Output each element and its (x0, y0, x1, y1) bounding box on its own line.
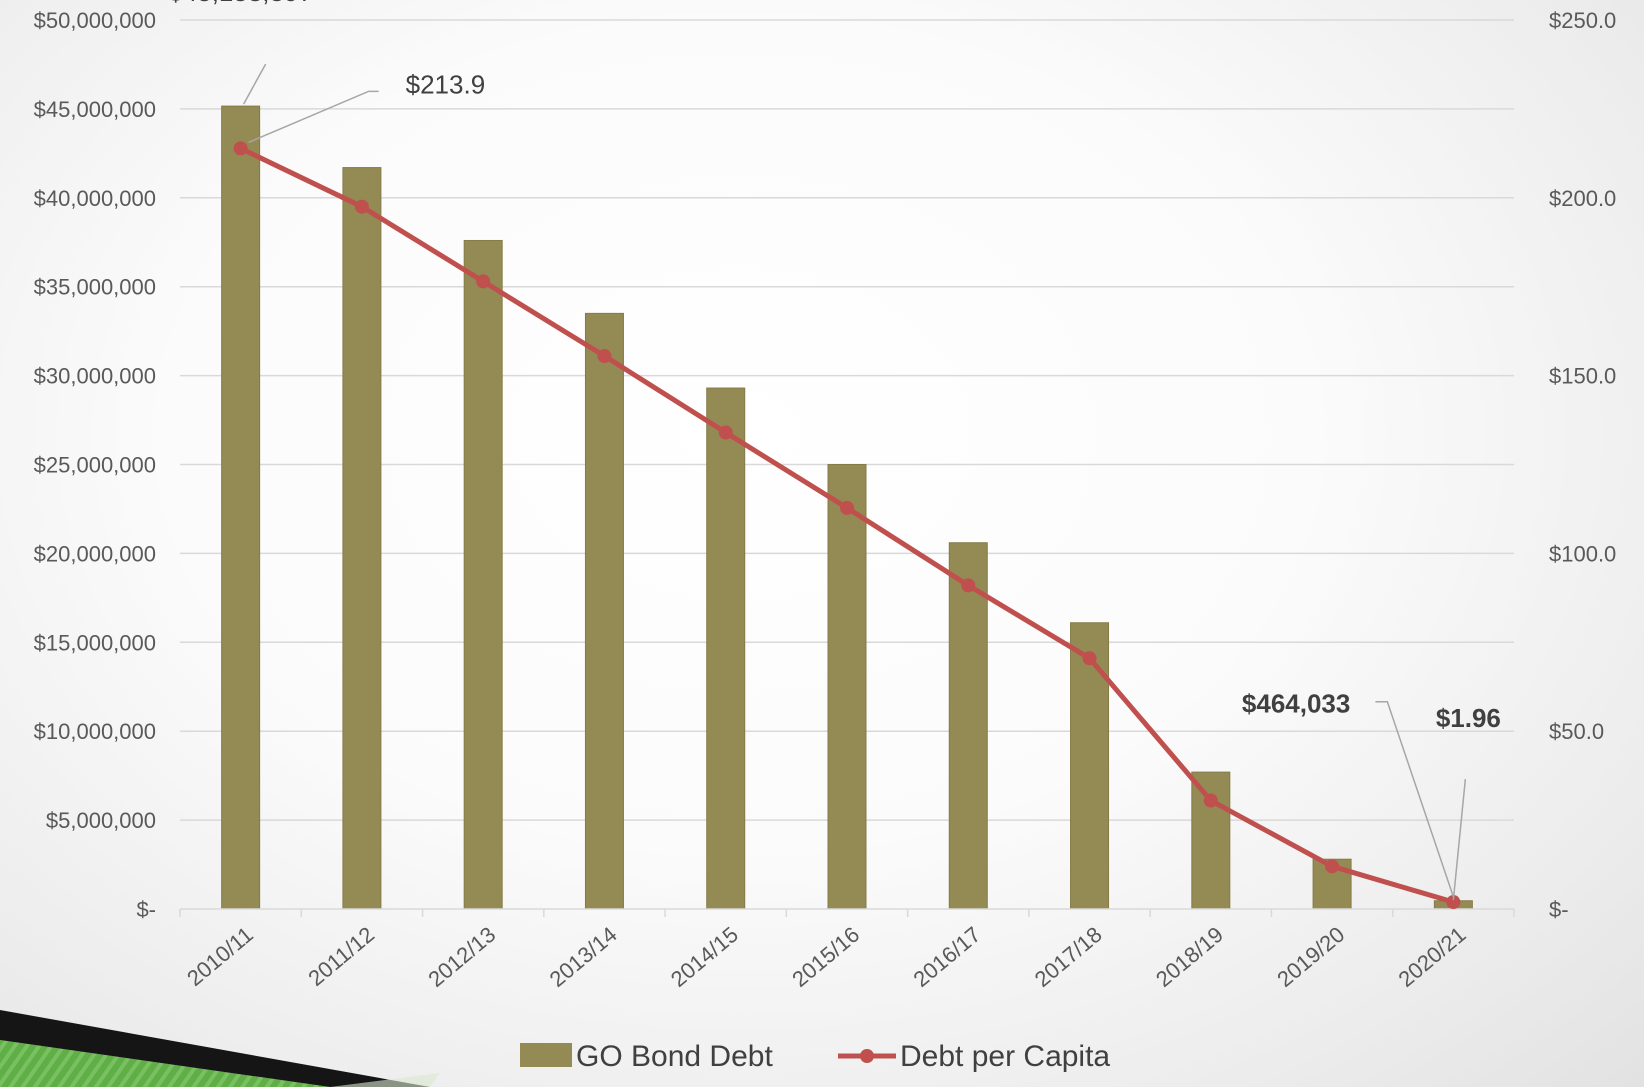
data-label: $1.96 (1436, 703, 1501, 733)
right-axis-tick-label: $150.0 (1549, 364, 1616, 389)
line-point (476, 274, 491, 289)
bar (463, 239, 503, 910)
x-axis-tick-label: 2014/15 (666, 922, 743, 992)
legend-label-line: Debt per Capita (900, 1040, 1110, 1073)
x-axis-tick-label: 2019/20 (1272, 922, 1349, 992)
right-axis-tick-label: $100.0 (1549, 541, 1616, 566)
x-axis-tick-label: 2016/17 (908, 922, 985, 992)
left-axis-ticks: $- $5,000,000 $10,000,000 $15,000,000 $20,00… (34, 8, 156, 922)
x-axis-tick-label: 2013/14 (545, 922, 622, 992)
right-axis-tick-label: $250.0 (1549, 8, 1616, 33)
right-axis-tick-label: $50.0 (1549, 719, 1604, 744)
right-axis-tick-label: $- (1549, 897, 1569, 922)
annotation-leader (1452, 778, 1467, 901)
bar (827, 464, 867, 910)
left-axis-tick-label: $25,000,000 (34, 453, 156, 478)
line-point (1325, 859, 1340, 874)
left-axis-tick-label: $45,000,000 (34, 97, 156, 122)
line-point (597, 349, 612, 364)
line-point (718, 425, 733, 440)
x-axis-tick-label: 2015/16 (787, 922, 864, 992)
legend-marker-line (860, 1049, 874, 1063)
legend-label-bar: GO Bond Debt (576, 1040, 773, 1073)
x-axis-tick-label: 2012/13 (423, 922, 500, 992)
line-point (1082, 651, 1097, 666)
bar (221, 105, 261, 910)
annotation-leader (248, 90, 379, 144)
right-axis-ticks: $- $50.0 $100.0 $150.0 $200.0 $250.0 (1549, 8, 1616, 922)
bar (1191, 771, 1231, 910)
line-series (233, 141, 1461, 910)
left-axis-tick-label: $5,000,000 (46, 808, 156, 833)
line-point (233, 141, 248, 156)
data-label: $45,158,397 (168, 0, 313, 7)
left-axis-tick-label: $- (136, 897, 156, 922)
data-label: $213.9 (406, 69, 486, 99)
left-axis-tick-label: $30,000,000 (34, 364, 156, 389)
annotations: $45,158,397 $213.9 $464,033 $1.96 (168, 0, 1501, 901)
line-point (1203, 793, 1218, 808)
bar (706, 387, 746, 910)
left-axis-tick-label: $20,000,000 (34, 541, 156, 566)
annotation-leader (242, 63, 267, 105)
left-axis-tick-label: $10,000,000 (34, 719, 156, 744)
legend: GO Bond Debt Debt per Capita (520, 1040, 1110, 1073)
line-point (840, 500, 854, 515)
bar (948, 542, 988, 910)
x-axis-tick-label: 2020/21 (1394, 922, 1471, 992)
corner-arrow-decoration (0, 1010, 440, 1087)
line-point (961, 578, 976, 593)
decor-light-wedge (330, 1073, 440, 1087)
data-label: $464,033 (1242, 689, 1350, 719)
decor-dark-wedge (0, 1010, 430, 1087)
left-axis-tick-label: $40,000,000 (34, 186, 156, 211)
bar (584, 312, 624, 910)
line-point (1446, 895, 1461, 910)
x-axis-tick-label: 2017/18 (1030, 922, 1107, 992)
x-axis-tick-label: 2010/11 (182, 922, 258, 991)
x-axis-tick-label: 2018/19 (1151, 922, 1228, 992)
line-point (354, 199, 369, 214)
x-axis-ticks: 2010/11 2011/12 2012/13 2013/14 2014/15 2015/… (182, 922, 1470, 992)
right-axis-tick-label: $200.0 (1549, 186, 1616, 211)
legend-swatch-bar (520, 1043, 572, 1067)
left-axis-tick-label: $35,000,000 (34, 275, 156, 300)
x-axis (179, 908, 1515, 917)
annotation-leader (1375, 700, 1455, 897)
left-axis-tick-label: $15,000,000 (34, 630, 156, 655)
bar (1070, 622, 1110, 910)
bar (342, 167, 382, 910)
x-axis-tick-label: 2011/12 (303, 922, 379, 991)
left-axis-tick-label: $50,000,000 (34, 8, 156, 33)
